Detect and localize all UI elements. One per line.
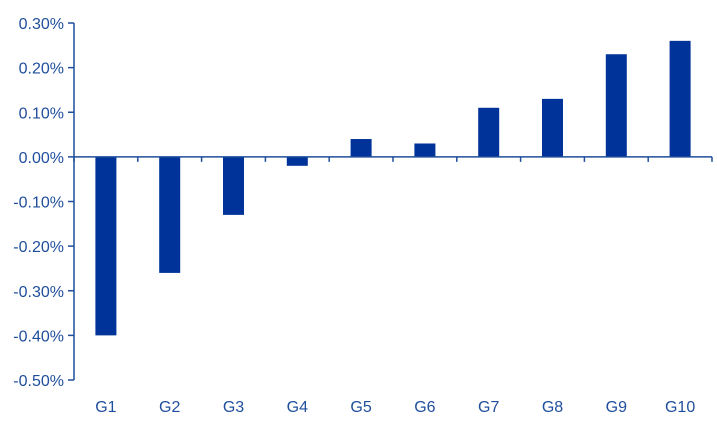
x-axis-ticks (73, 156, 713, 162)
x-tick-label: G6 (414, 399, 435, 416)
x-tick-label: G1 (95, 399, 116, 416)
x-tick-label: G2 (159, 399, 180, 416)
bar-g5 (350, 139, 372, 157)
y-tick-label: 0.10% (19, 105, 64, 122)
y-tick-label: -0.20% (13, 239, 64, 256)
bar-g9 (605, 54, 627, 157)
bar-g7 (478, 107, 500, 157)
bar-g2 (159, 156, 181, 273)
bars (95, 40, 691, 336)
y-tick-label: -0.30% (13, 284, 64, 301)
x-tick-label: G3 (223, 399, 244, 416)
y-tick-label: 0.30% (19, 16, 64, 33)
x-tick-label: G4 (287, 399, 308, 416)
x-tick-label: G8 (542, 399, 563, 416)
x-tick-label: G9 (606, 399, 627, 416)
y-tick-label: 0.20% (19, 61, 64, 78)
y-tick-label: -0.40% (13, 328, 64, 345)
y-axis-ticks (68, 22, 74, 381)
bar-g8 (542, 98, 563, 157)
x-tick-label: G7 (478, 399, 499, 416)
bar-g4 (286, 156, 308, 166)
y-tick-label: 0.00% (19, 150, 64, 167)
x-axis-labels: G1 G2 G3 G4 G5 G6 G7 G8 G9 G10 (95, 399, 695, 416)
x-tick-label: G10 (665, 399, 695, 416)
y-tick-label: -0.50% (13, 373, 64, 390)
bar-g6 (414, 143, 436, 157)
bar-g1 (95, 156, 117, 336)
y-tick-label: -0.10% (13, 195, 64, 212)
bar-g3 (223, 156, 244, 215)
y-axis-labels: 0.30% 0.20% 0.10% 0.00% -0.10% -0.20% -0.30% -0… (13, 16, 64, 390)
x-tick-label: G5 (350, 399, 371, 416)
bar-g10 (669, 40, 691, 157)
